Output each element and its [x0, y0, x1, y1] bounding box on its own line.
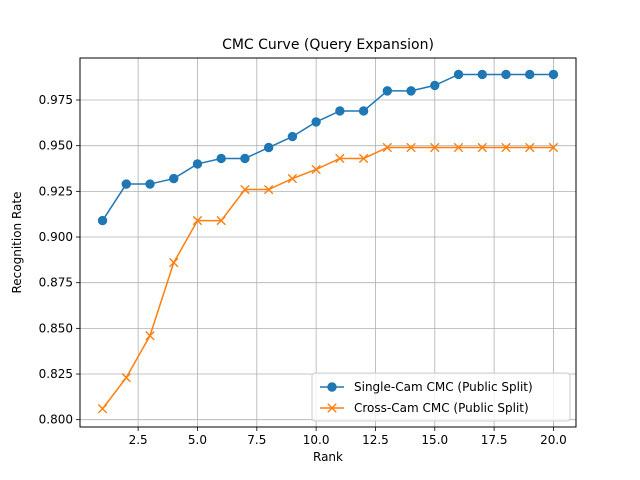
data-point: [358, 106, 369, 116]
data-point: [335, 153, 345, 164]
x-tick-label: 12.5: [362, 433, 389, 447]
data-point: [169, 257, 179, 268]
data-point: [145, 330, 155, 341]
series-line: [101, 146, 554, 410]
data-point: [453, 69, 464, 80]
data-point: [453, 142, 464, 153]
y-tick-label: 0.950: [39, 139, 73, 153]
data-point: [430, 80, 440, 91]
y-tick-label: 0.975: [39, 93, 73, 107]
x-tick-label: 2.5: [129, 433, 148, 447]
x-axis-label: Rank: [313, 450, 343, 464]
data-point: [287, 173, 298, 184]
data-point: [501, 142, 511, 153]
x-tick-label: 20.0: [540, 433, 567, 447]
legend-label: Cross-Cam CMC (Public Split): [354, 401, 529, 415]
data-point: [216, 215, 226, 226]
data-point: [240, 153, 250, 164]
data-point: [145, 179, 155, 189]
data-point: [169, 173, 179, 184]
y-tick-label: 0.875: [39, 276, 73, 290]
y-tick-label: 0.800: [39, 413, 73, 427]
data-point: [382, 142, 393, 153]
legend-marker: [327, 403, 337, 413]
data-point: [358, 153, 369, 164]
data-point: [216, 153, 226, 164]
data-point: [263, 184, 274, 195]
data-point: [477, 69, 487, 80]
data-point: [548, 142, 559, 153]
data-point: [311, 164, 321, 175]
data-point: [192, 215, 203, 226]
legend-entry: Cross-Cam CMC (Public Split): [320, 401, 529, 415]
x-tick-label: 10.0: [303, 433, 330, 447]
legend-box: [311, 372, 571, 422]
y-tick-label: 0.925: [39, 184, 73, 198]
series: [97, 69, 559, 414]
data-point: [382, 86, 393, 96]
data-point: [97, 404, 108, 414]
data-point: [477, 142, 487, 153]
data-point: [311, 117, 321, 127]
data-point: [335, 106, 345, 116]
y-tick-label: 0.900: [39, 230, 73, 244]
y-tick-label: 0.825: [39, 367, 73, 381]
legend-marker: [327, 382, 337, 392]
data-point: [240, 184, 250, 195]
data-point: [121, 372, 131, 383]
legend-entry: Single-Cam CMC (Public Split): [320, 380, 533, 394]
plot-area: [79, 57, 577, 428]
legend-label: Single-Cam CMC (Public Split): [354, 380, 533, 394]
chart-title: CMC Curve (Query Expansion): [222, 37, 434, 53]
data-point: [406, 86, 416, 96]
series-1: [97, 69, 559, 226]
x-tick-label: 15.0: [421, 433, 448, 447]
data-point: [121, 179, 131, 189]
data-point: [525, 142, 535, 153]
data-point: [406, 142, 416, 153]
x-tick-label: 5.0: [188, 433, 207, 447]
x-tick-label: 17.5: [481, 433, 508, 447]
y-axis-label: Recognition Rate: [10, 192, 24, 294]
series-2: [97, 142, 559, 414]
data-point: [97, 215, 108, 226]
data-point: [548, 69, 559, 80]
axis-ticks: 2.5 5.0 7.5 10.0 12.5 15.0 17.5 20.0 0.800 0.825 0…: [39, 93, 567, 447]
x-tick-label: 7.5: [247, 433, 266, 447]
data-point: [263, 142, 274, 153]
data-point: [501, 69, 511, 80]
y-tick-label: 0.850: [39, 321, 73, 335]
data-point: [287, 131, 298, 142]
data-point: [192, 159, 203, 169]
data-point: [525, 69, 535, 80]
data-point: [430, 142, 440, 153]
legend: Single-Cam CMC (Public Split) Cross-Cam C…: [311, 372, 571, 422]
